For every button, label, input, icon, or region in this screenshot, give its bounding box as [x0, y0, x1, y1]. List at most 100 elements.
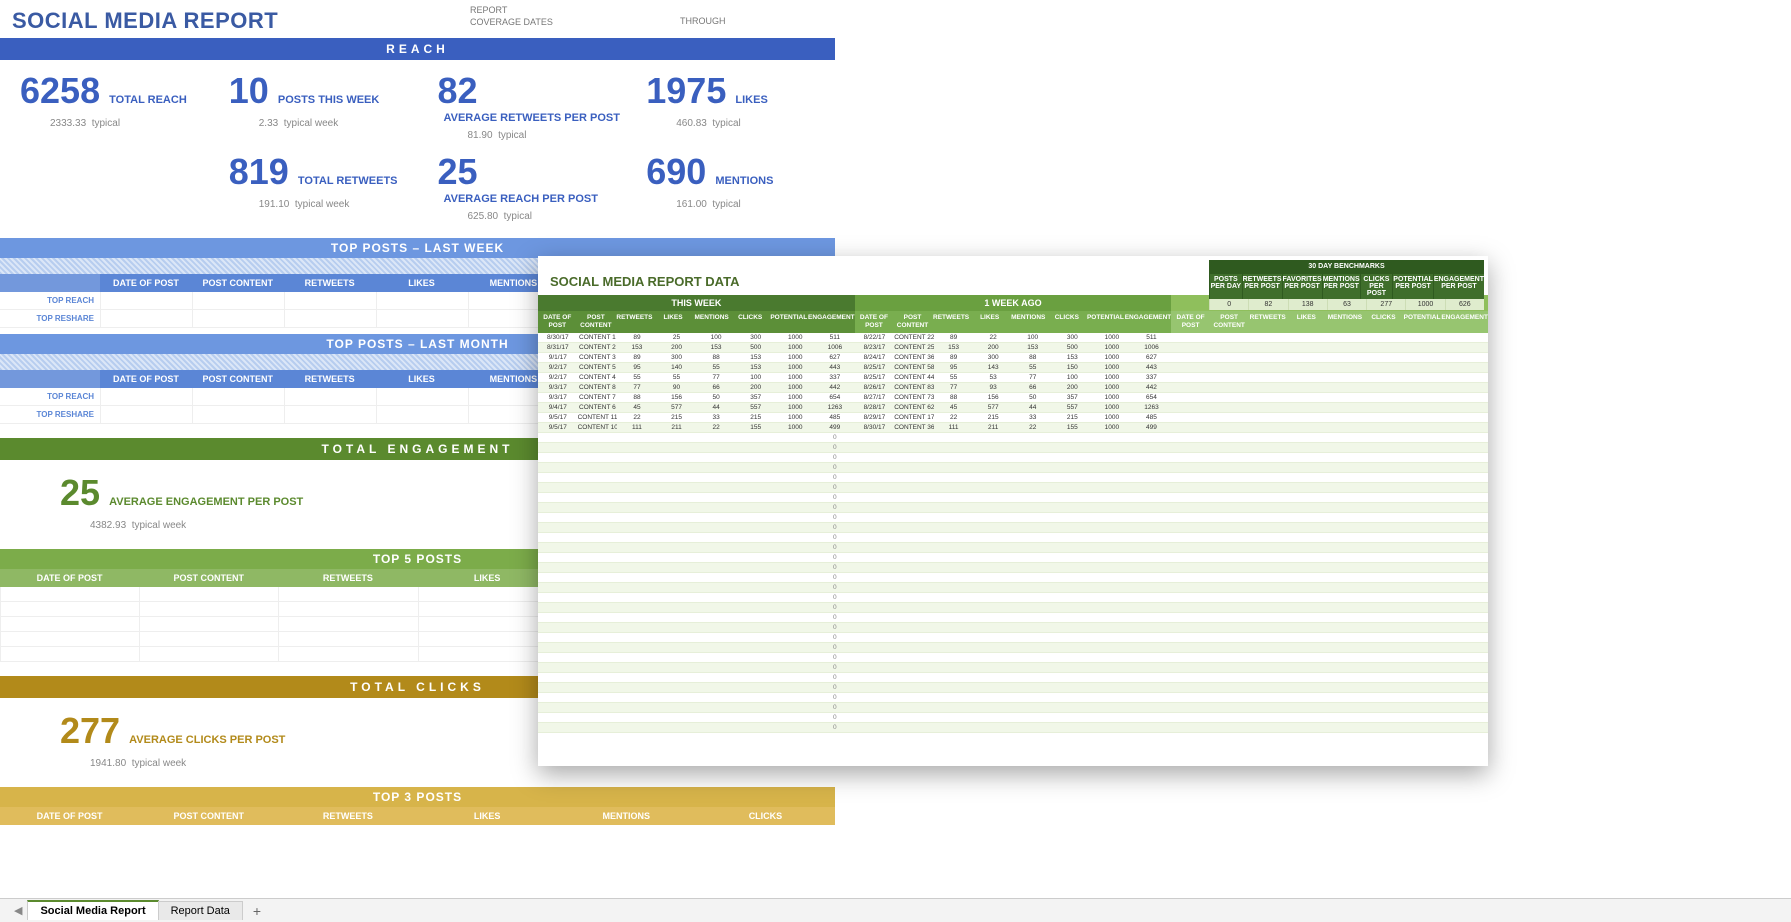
reach-metric: 819 TOTAL RETWEETS191.10 typical week: [209, 151, 418, 232]
data-column-header: DATE OF POST: [1171, 311, 1210, 333]
data-row: 9/2/17CONTENT 455557710010003378/25/17CO…: [538, 373, 1488, 383]
data-column-header: MENTIONS: [692, 311, 731, 333]
benchmark-header: ENGAGEMENT PER POST: [1433, 274, 1484, 299]
data-row: 8/31/17CONTENT 2153200153500100010068/23…: [538, 343, 1488, 353]
add-sheet-button[interactable]: +: [243, 903, 271, 919]
data-column-header: POST CONTENT: [893, 311, 932, 333]
data-column-header: LIKES: [1287, 311, 1326, 333]
data-row: 0: [538, 463, 1488, 473]
data-row: 0: [538, 593, 1488, 603]
benchmark-value: 63: [1327, 299, 1366, 310]
reach-band: REACH: [0, 38, 835, 60]
data-row: 0: [538, 443, 1488, 453]
coverage-labels: REPORT COVERAGE DATES: [470, 4, 553, 28]
data-column-header: ENGAGEMENT: [1125, 311, 1172, 333]
data-column-header: MENTIONS: [1326, 311, 1365, 333]
data-row: 0: [538, 473, 1488, 483]
period-label: 1 WEEK AGO: [855, 295, 1172, 311]
benchmark-value: 0: [1209, 299, 1248, 310]
data-row: 8/30/17CONTENT 1892510030010005118/22/17…: [538, 333, 1488, 343]
data-column-header: LIKES: [654, 311, 693, 333]
column-header: POST CONTENT: [139, 569, 278, 587]
reach-metric: 6258 TOTAL REACH2333.33 typical: [0, 70, 209, 151]
data-column-header: DATE OF POST: [855, 311, 894, 333]
data-row: 0: [538, 543, 1488, 553]
benchmark-header: MENTIONS PER POST: [1322, 274, 1360, 299]
data-column-header: ENGAGEMENT: [808, 311, 855, 333]
data-row: 0: [538, 613, 1488, 623]
data-sheet-overlay: SOCIAL MEDIA REPORT DATA 30 DAY BENCHMAR…: [538, 256, 1488, 766]
data-row: 0: [538, 513, 1488, 523]
benchmark-header: POTENTIAL PER POST: [1392, 274, 1433, 299]
data-row: 0: [538, 433, 1488, 443]
data-row: 0: [538, 693, 1488, 703]
column-header: RETWEETS: [278, 807, 417, 825]
tab-nav-prev-icon[interactable]: ◀: [8, 904, 28, 917]
column-header: RETWEETS: [284, 370, 376, 388]
data-column-header: DATE OF POST: [538, 311, 577, 333]
data-row: 0: [538, 603, 1488, 613]
benchmark-header: POSTS PER DAY: [1209, 274, 1242, 299]
data-column-header: CLICKS: [1364, 311, 1403, 333]
benchmark-value: 82: [1248, 299, 1287, 310]
benchmark-header: FAVORITES PER POST: [1282, 274, 1322, 299]
data-row: 0: [538, 713, 1488, 723]
data-row: 0: [538, 523, 1488, 533]
sheet-tabs: ◀ Social Media ReportReport Data +: [0, 898, 1791, 922]
data-row: 0: [538, 533, 1488, 543]
column-header: MENTIONS: [557, 807, 696, 825]
sheet-tab[interactable]: Report Data: [158, 901, 243, 920]
benchmark-header: RETWEETS PER POST: [1242, 274, 1282, 299]
data-row: 0: [538, 723, 1488, 733]
data-row: 0: [538, 663, 1488, 673]
benchmarks-box: 30 DAY BENCHMARKS POSTS PER DAYRETWEETS …: [1209, 260, 1484, 310]
through-label: THROUGH: [680, 16, 726, 26]
data-row: 0: [538, 453, 1488, 463]
column-header: LIKES: [418, 807, 557, 825]
column-header: POST CONTENT: [139, 807, 278, 825]
column-header: DATE OF POST: [100, 274, 192, 292]
data-row: 9/3/17CONTENT 7881565035710006548/27/17C…: [538, 393, 1488, 403]
data-row: 0: [538, 503, 1488, 513]
reach-metric: 690 MENTIONS161.00 typical: [626, 151, 835, 232]
reach-metric: 1975 LIKES460.83 typical: [626, 70, 835, 151]
data-column-header: POTENTIAL: [1403, 311, 1442, 333]
data-row: 0: [538, 633, 1488, 643]
column-header: LIKES: [376, 370, 468, 388]
data-column-header: POTENTIAL: [1086, 311, 1125, 333]
benchmark-value: 277: [1366, 299, 1405, 310]
data-row: 0: [538, 623, 1488, 633]
sheet-tab[interactable]: Social Media Report: [27, 900, 158, 920]
data-row: 0: [538, 493, 1488, 503]
column-header: DATE OF POST: [0, 569, 139, 587]
data-column-header: ENGAGEMENT: [1441, 311, 1488, 333]
column-header: POST CONTENT: [192, 274, 284, 292]
reach-metric: 10 POSTS THIS WEEK2.33 typical week: [209, 70, 418, 151]
column-header: LIKES: [418, 569, 557, 587]
reach-metric: 25 AVERAGE REACH PER POST625.80 typical: [418, 151, 627, 232]
data-body: 8/30/17CONTENT 1892510030010005118/22/17…: [538, 333, 1488, 733]
data-column-header: RETWEETS: [1248, 311, 1287, 333]
data-column-header: POST CONTENT: [577, 311, 616, 333]
column-header: RETWEETS: [284, 274, 376, 292]
top-posts-week-title: TOP POSTS – LAST WEEK: [0, 238, 835, 258]
column-header: POST CONTENT: [192, 370, 284, 388]
data-row: 9/4/17CONTENT 64557744557100012638/28/17…: [538, 403, 1488, 413]
data-row: 0: [538, 703, 1488, 713]
data-row: 0: [538, 483, 1488, 493]
data-column-header: RETWEETS: [932, 311, 971, 333]
benchmark-value: 138: [1288, 299, 1327, 310]
column-header: CLICKS: [696, 807, 835, 825]
benchmark-value: 626: [1445, 299, 1484, 310]
data-columns: DATE OF POSTPOST CONTENTRETWEETSLIKESMEN…: [538, 311, 1488, 333]
column-header: DATE OF POST: [100, 370, 192, 388]
data-column-header: RETWEETS: [615, 311, 654, 333]
reach-stats: 6258 TOTAL REACH2333.33 typical10 POSTS …: [0, 60, 835, 238]
data-row: 0: [538, 563, 1488, 573]
column-header: RETWEETS: [278, 569, 417, 587]
data-row: 0: [538, 653, 1488, 663]
data-row: 0: [538, 553, 1488, 563]
benchmark-value: 1000: [1405, 299, 1444, 310]
data-row: 9/5/17CONTENT 101112112215510004998/30/1…: [538, 423, 1488, 433]
data-row: 9/5/17CONTENT 11222153321510004858/29/17…: [538, 413, 1488, 423]
